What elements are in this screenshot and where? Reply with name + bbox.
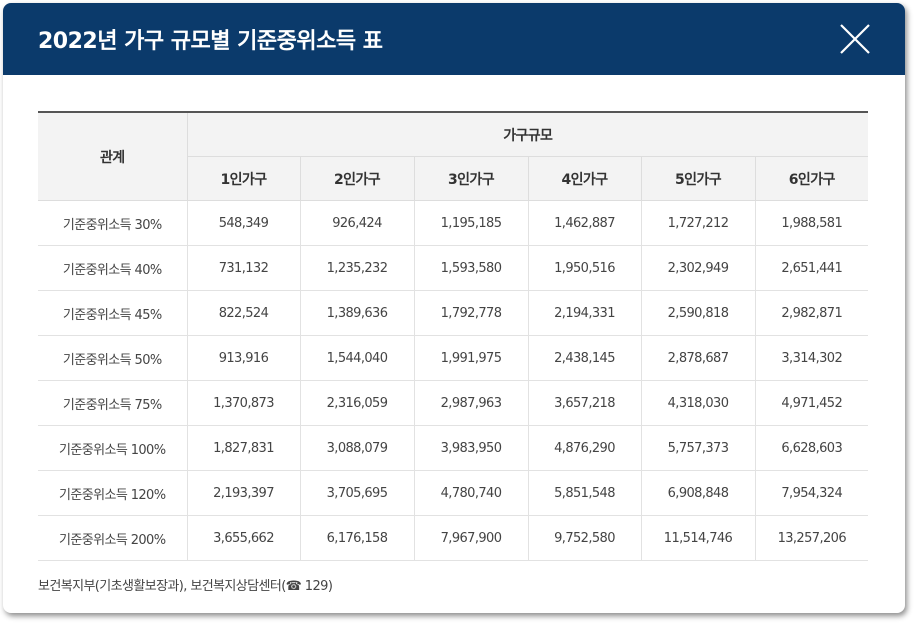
table-row: 기준중위소득 30% 548,349 926,424 1,195,185 1,462,8… [38,200,869,246]
table-cell: 6,628,603 [754,425,869,471]
income-table: 관계 가구규모 1인가구 2인가구 3인가구 4인가구 5인가구 6인가구 기준중위소득 … [38,111,869,561]
table-row: 기준중위소득 50% 913,916 1,544,040 1,991,975 2,438… [38,335,869,381]
column-header: 6인가구 [754,156,869,201]
table-cell: 1,991,975 [413,335,528,381]
table-cell: 1,544,040 [299,335,414,381]
table-cell: 1,370,873 [186,380,300,426]
table-cell: 11,514,746 [640,515,755,561]
income-table-modal: 2022년 가구 규모별 기준중위소득 표 관계 가구규모 [3,3,905,613]
table-cell: 731,132 [186,245,300,291]
column-header: 1인가구 [186,156,300,201]
table-cell: 4,971,452 [754,380,869,426]
table-cell: 7,967,900 [413,515,528,561]
close-button[interactable] [839,23,871,55]
table-row: 기준중위소득 100% 1,827,831 3,088,079 3,983,950 4,… [38,425,869,471]
table-cell: 2,878,687 [640,335,755,381]
table-cell: 13,257,206 [754,515,869,561]
table-cell: 822,524 [186,290,300,336]
table-cell: 548,349 [186,200,300,246]
table-cell: 3,088,079 [299,425,414,471]
table-cell: 2,194,331 [527,290,641,336]
table-cell: 1,462,887 [527,200,641,246]
table-row: 기준중위소득 120% 2,193,397 3,705,695 4,780,740 5,… [38,470,869,516]
table-body: 기준중위소득 30% 548,349 926,424 1,195,185 1,462,8… [38,200,869,561]
table-cell: 7,954,324 [754,470,869,516]
modal-title: 2022년 가구 규모별 기준중위소득 표 [38,29,383,54]
table-cell: 1,727,212 [640,200,755,246]
row-label: 기준중위소득 50% [38,335,187,381]
table-row: 기준중위소득 75% 1,370,873 2,316,059 2,987,963 3,6… [38,380,869,426]
row-label: 기준중위소득 100% [38,425,187,471]
column-header: 2인가구 [299,156,414,201]
table-cell: 3,314,302 [754,335,869,381]
table-cell: 2,438,145 [527,335,641,381]
table-cell: 1,792,778 [413,290,528,336]
column-header: 5인가구 [640,156,755,201]
table-cell: 5,757,373 [640,425,755,471]
table-cell: 1,593,580 [413,245,528,291]
table-cell: 3,705,695 [299,470,414,516]
table-cell: 2,651,441 [754,245,869,291]
table-cell: 2,987,963 [413,380,528,426]
table-cell: 2,193,397 [186,470,300,516]
row-label: 기준중위소득 120% [38,470,187,516]
table-container: 관계 가구규모 1인가구 2인가구 3인가구 4인가구 5인가구 6인가구 기준중위소득 … [38,111,869,561]
table-cell: 926,424 [299,200,414,246]
table-row: 기준중위소득 200% 3,655,662 6,176,158 7,967,900 9,… [38,515,869,561]
modal-header: 2022년 가구 규모별 기준중위소득 표 [3,3,905,75]
table-cell: 9,752,580 [527,515,641,561]
table-cell: 2,590,818 [640,290,755,336]
table-cell: 2,982,871 [754,290,869,336]
table-cell: 1,389,636 [299,290,414,336]
header-relation: 관계 [38,112,187,201]
table-cell: 4,876,290 [527,425,641,471]
table-cell: 6,908,848 [640,470,755,516]
table-cell: 1,950,516 [527,245,641,291]
table-cell: 913,916 [186,335,300,381]
row-label: 기준중위소득 200% [38,515,187,561]
header-household-size: 가구규모 [186,112,869,157]
table-cell: 6,176,158 [299,515,414,561]
column-header: 3인가구 [413,156,528,201]
table-cell: 3,657,218 [527,380,641,426]
table-cell: 3,983,950 [413,425,528,471]
table-row: 기준중위소득 40% 731,132 1,235,232 1,593,580 1,950… [38,245,869,291]
table-cell: 2,316,059 [299,380,414,426]
table-header-columns-row: 1인가구 2인가구 3인가구 4인가구 5인가구 6인가구 [38,156,869,201]
close-icon [840,24,870,54]
table-cell: 5,851,548 [527,470,641,516]
table-cell: 4,780,740 [413,470,528,516]
column-header: 4인가구 [527,156,641,201]
row-label: 기준중위소득 75% [38,380,187,426]
table-cell: 1,988,581 [754,200,869,246]
table-cell: 2,302,949 [640,245,755,291]
table-cell: 1,827,831 [186,425,300,471]
row-label: 기준중위소득 40% [38,245,187,291]
source-note: 보건복지부(기초생활보장과), 보건복지상담센터(☎ 129) [38,579,333,594]
row-label: 기준중위소득 45% [38,290,187,336]
table-header-group-row: 관계 가구규모 [38,112,869,201]
table-cell: 4,318,030 [640,380,755,426]
row-label: 기준중위소득 30% [38,200,187,246]
table-row: 기준중위소득 45% 822,524 1,389,636 1,792,778 2,194… [38,290,869,336]
table-cell: 1,235,232 [299,245,414,291]
table-cell: 1,195,185 [413,200,528,246]
table-cell: 3,655,662 [186,515,300,561]
